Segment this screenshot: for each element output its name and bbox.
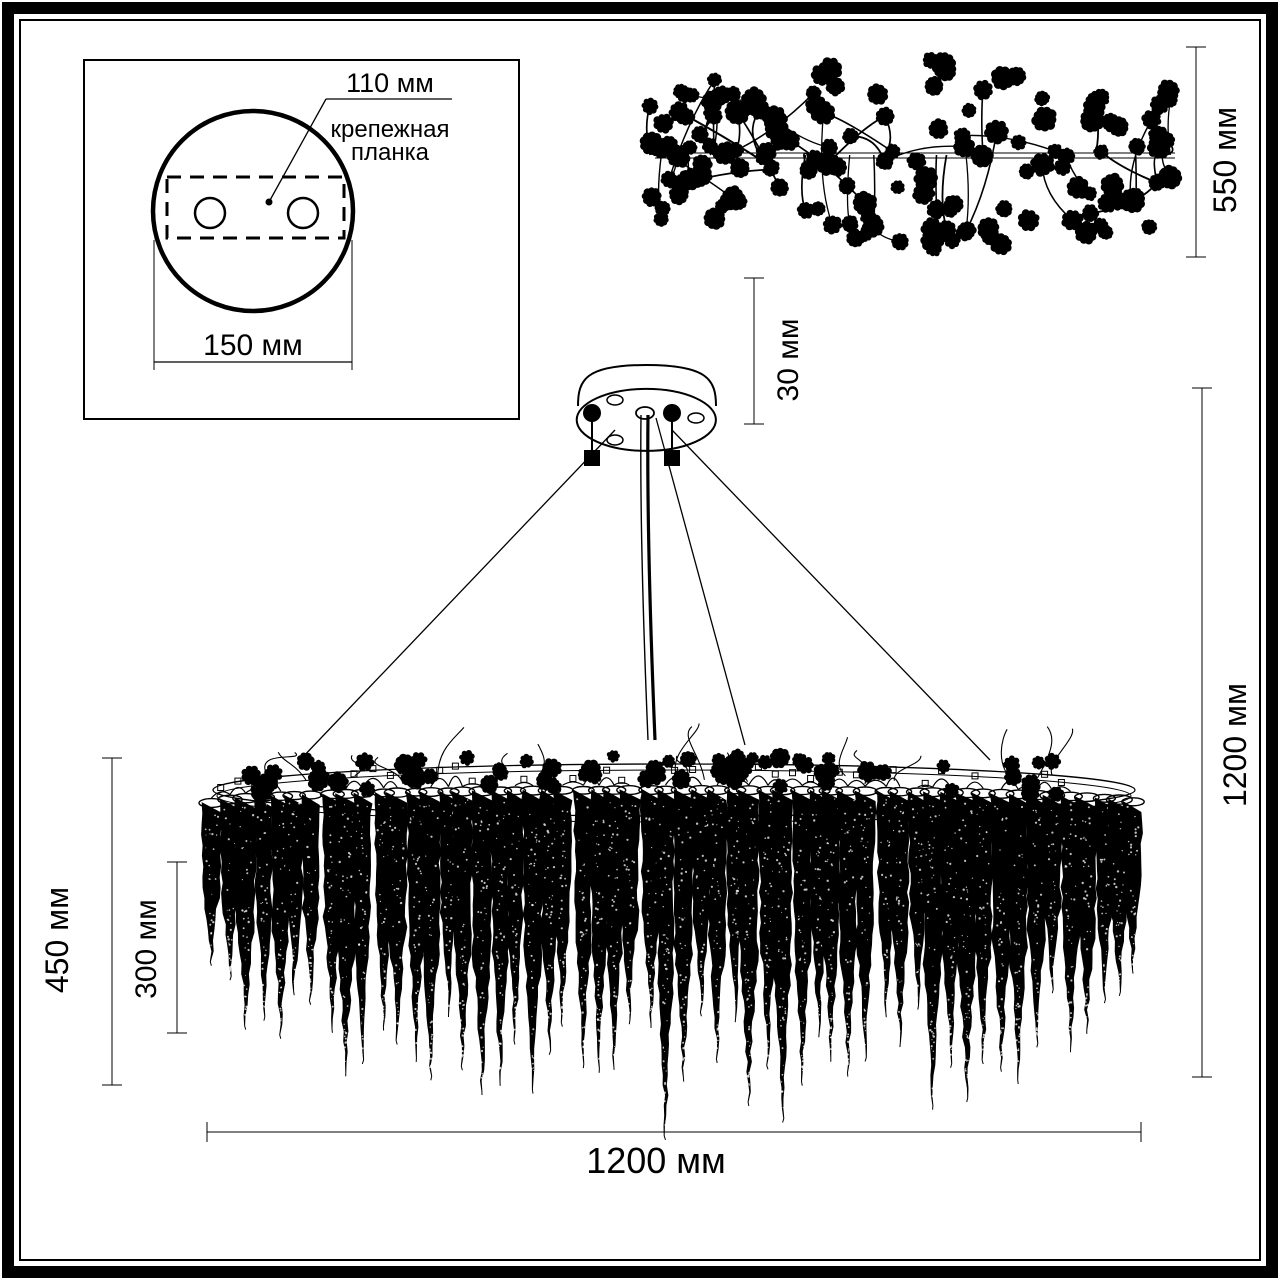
svg-text:110 мм: 110 мм [346, 68, 434, 98]
svg-text:планка: планка [351, 139, 430, 166]
svg-text:450 мм: 450 мм [39, 887, 75, 993]
svg-text:150 мм: 150 мм [203, 329, 303, 362]
svg-text:1200 мм: 1200 мм [586, 1140, 726, 1181]
svg-text:1200 мм: 1200 мм [1217, 683, 1253, 807]
svg-text:550 мм: 550 мм [1207, 107, 1243, 213]
svg-text:30 мм: 30 мм [772, 319, 805, 402]
svg-text:300 мм: 300 мм [130, 899, 163, 999]
